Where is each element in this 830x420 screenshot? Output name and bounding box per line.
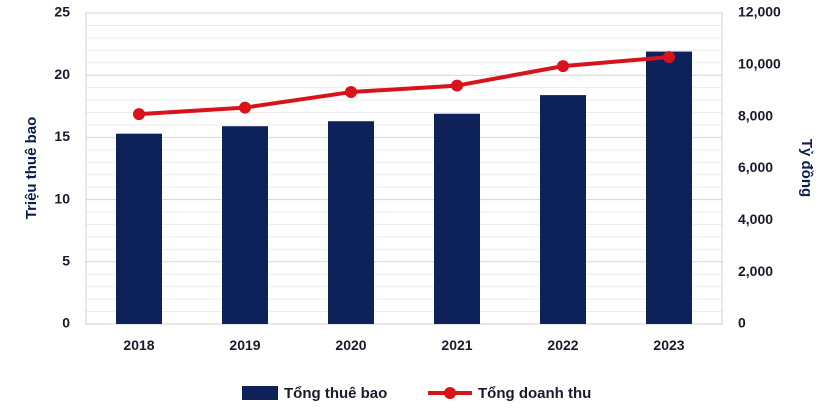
legend-line-label: Tổng doanh thu: [478, 385, 591, 402]
legend-bar-swatch: [242, 386, 278, 400]
bar-2018: [116, 133, 162, 324]
right-tick-label: 8,000: [738, 107, 773, 123]
x-tick-label: 2023: [653, 337, 684, 353]
x-tick-label: 2019: [229, 337, 260, 353]
right-tick-label: 0: [738, 315, 746, 331]
line-point-2020: [345, 86, 357, 99]
legend-line-marker: [444, 387, 456, 399]
left-tick-label: 25: [54, 4, 70, 20]
x-tick-label: 2018: [123, 337, 154, 353]
line-point-2018: [133, 108, 145, 121]
x-axis-ticks: 2018 2019 2020 2021 2022 2023: [123, 337, 684, 353]
left-tick-label: 20: [54, 66, 70, 82]
revenue-line: [138, 55, 670, 117]
left-tick-label: 10: [54, 190, 70, 206]
legend: Tổng thuê bao Tổng doanh thu: [242, 385, 591, 402]
right-tick-label: 2,000: [738, 263, 773, 279]
line-point-2021: [451, 79, 463, 92]
right-tick-label: 10,000: [738, 56, 781, 72]
bar-2020: [328, 121, 374, 324]
x-tick-label: 2021: [441, 337, 472, 353]
bar-2022: [540, 95, 586, 324]
left-axis-title: Triệu thuê bao: [23, 117, 40, 220]
bar-2023: [646, 51, 692, 325]
right-axis-ticks: 0 2,000 4,000 6,000 8,000 10,000 12,000: [738, 4, 781, 331]
x-tick-label: 2022: [547, 337, 578, 353]
line-series: [133, 51, 675, 121]
x-tick-label: 2020: [335, 337, 366, 353]
left-tick-label: 5: [62, 253, 70, 269]
grid-lines: [86, 24, 722, 313]
line-point-2023: [663, 51, 675, 64]
bar-2019: [222, 126, 268, 324]
left-tick-label: 15: [54, 128, 70, 144]
line-point-2019: [239, 101, 251, 114]
plot-area: [85, 12, 723, 325]
right-axis-title: Tỷ đồng: [798, 139, 815, 197]
bar-2021: [434, 113, 480, 324]
right-tick-label: 6,000: [738, 159, 773, 175]
right-tick-label: 4,000: [738, 211, 773, 227]
line-point-2022: [557, 60, 569, 73]
legend-bar-label: Tổng thuê bao: [284, 385, 387, 402]
left-tick-label: 0: [62, 315, 70, 331]
bar-series: [116, 51, 692, 325]
right-tick-label: 12,000: [738, 4, 781, 20]
left-axis-ticks: 0 5 10 15 20 25: [54, 4, 70, 331]
